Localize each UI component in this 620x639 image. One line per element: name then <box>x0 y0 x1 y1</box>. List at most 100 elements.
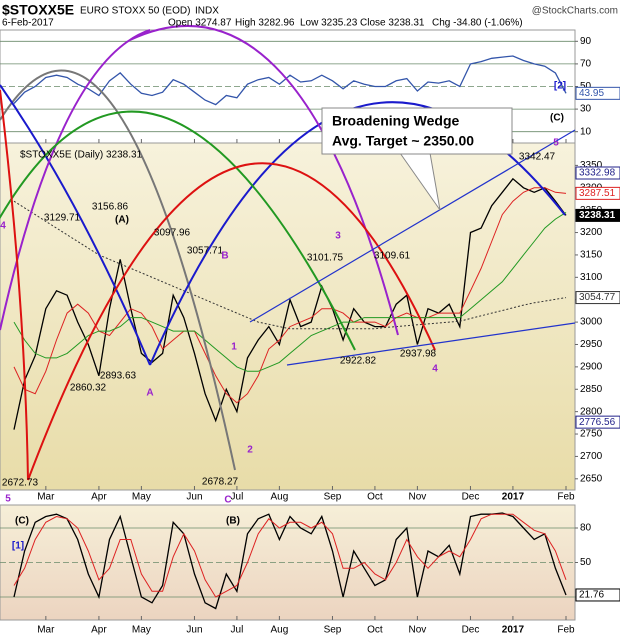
y-tick-label: 90 <box>580 36 592 47</box>
x-tick-label: Mar <box>37 492 55 503</box>
value-tag <box>575 588 620 602</box>
x-tick-label: Oct <box>367 625 383 636</box>
price-annotation: 2922.82 <box>340 356 377 367</box>
symbol: $STOXX5E <box>2 2 74 18</box>
quote: Chg -34.80 (-1.06%) <box>432 18 523 29</box>
price-annotation: 3129.71 <box>44 213 81 224</box>
price-annotation: 3101.75 <box>307 253 344 264</box>
y-tick-label: 10 <box>580 126 592 137</box>
y-tick-label: 3100 <box>580 272 603 283</box>
value-tag-label: 3054.77 <box>579 292 616 303</box>
y-tick-label: 70 <box>580 59 592 70</box>
y-tick-label: 3200 <box>580 227 603 238</box>
series-line <box>13 55 567 106</box>
series-line <box>13 512 567 610</box>
wave-label: 5 <box>5 494 11 505</box>
wave-label: (C) <box>550 113 564 124</box>
exchange: INDX <box>195 6 219 17</box>
price-annotation: 3342.47 <box>519 152 556 163</box>
date: 6-Feb-2017 <box>2 18 54 29</box>
x-tick-label: Apr <box>91 492 107 503</box>
y-tick-label: 50 <box>580 81 592 92</box>
value-tag <box>575 166 620 180</box>
x-tick-label: Jun <box>186 625 202 636</box>
value-tag-label: 2776.56 <box>579 417 616 428</box>
wedge-upper <box>249 129 576 323</box>
x-tick-label: Dec <box>462 492 480 503</box>
wave-label: (A) <box>115 215 129 226</box>
value-tag <box>575 186 620 200</box>
callout-text: Avg. Target ~ 2350.00 <box>332 133 474 149</box>
price-annotation: 3109.61 <box>374 251 411 262</box>
wave-label: B <box>221 251 228 262</box>
y-tick-label: 2650 <box>580 473 603 484</box>
wave-label: (C) <box>15 516 29 527</box>
value-tag <box>575 208 620 222</box>
callout-text: Broadening Wedge <box>332 113 460 129</box>
y-tick-label: 3000 <box>580 317 603 328</box>
price-annotation: 3156.86 <box>92 202 129 213</box>
x-tick-label: 2017 <box>502 492 525 503</box>
value-tag-label: 3287.51 <box>579 188 616 199</box>
x-tick-label: Sep <box>324 492 342 503</box>
y-tick-label: 2700 <box>580 451 603 462</box>
y-tick-label: 50 <box>580 557 592 568</box>
wave-label: C <box>224 495 231 506</box>
price-annotation: 2860.32 <box>70 383 107 394</box>
x-tick-label: Nov <box>408 625 426 636</box>
x-tick-label: Feb <box>557 492 575 503</box>
price-annotation: 2678.27 <box>202 477 239 488</box>
price-annotation: 2937.98 <box>400 349 437 360</box>
arc <box>129 24 399 336</box>
x-tick-label: Oct <box>367 492 383 503</box>
price-panel <box>0 142 576 491</box>
x-tick-label: Aug <box>270 625 288 636</box>
value-tag-label: 43.95 <box>579 88 604 99</box>
x-tick-label: Aug <box>270 492 288 503</box>
value-tag-label: 3238.31 <box>579 210 616 221</box>
series-line <box>13 513 567 598</box>
y-tick-label: 2850 <box>580 384 603 395</box>
wave-label: 3 <box>335 231 341 242</box>
callout-box <box>321 107 513 155</box>
y-tick-label: 80 <box>580 523 592 534</box>
value-tag <box>575 291 620 305</box>
wave-label: 2 <box>247 445 253 456</box>
price-annotation: 3097.96 <box>154 228 191 239</box>
x-tick-label: Dec <box>462 625 480 636</box>
x-tick-label: Jun <box>186 492 202 503</box>
price-annotation: 3057.71 <box>187 246 224 257</box>
x-tick-label: May <box>132 492 151 503</box>
arc <box>0 89 29 481</box>
price-annotation: 2672.73 <box>2 478 39 489</box>
quote: Close 3238.31 <box>360 18 425 29</box>
y-tick-label: 3350 <box>580 160 603 171</box>
y-tick-label: 2800 <box>580 406 603 417</box>
wave-label: [2] <box>554 81 566 92</box>
x-tick-label: May <box>132 625 151 636</box>
index-name: EURO STOXX 50 (EOD) <box>80 6 190 17</box>
y-tick-label: 3150 <box>580 250 603 261</box>
x-tick-label: Sep <box>324 625 342 636</box>
y-tick-label: 2750 <box>580 429 603 440</box>
wedge-lines <box>249 129 576 366</box>
arc <box>0 110 356 351</box>
price-title: $STOXX5E (Daily) 3238.31 <box>20 150 143 161</box>
value-tag <box>575 415 620 429</box>
y-tick-label: 2900 <box>580 362 603 373</box>
series-line <box>13 211 567 372</box>
wedge-lower <box>286 322 576 366</box>
quote: Open 3274.87 <box>168 18 232 29</box>
x-tick-label: Jul <box>231 625 244 636</box>
wave-label: A <box>146 388 153 399</box>
quote: Low 3235.23 <box>300 18 358 29</box>
wave-label: [1] <box>12 541 24 552</box>
wave-label: 1 <box>231 342 237 353</box>
x-tick-label: Feb <box>557 625 575 636</box>
wave-label: (B) <box>226 516 240 527</box>
wave-label: 4 <box>432 364 438 375</box>
series-line <box>13 200 567 330</box>
y-tick-label: 30 <box>580 104 592 115</box>
x-tick-label: Nov <box>408 492 426 503</box>
